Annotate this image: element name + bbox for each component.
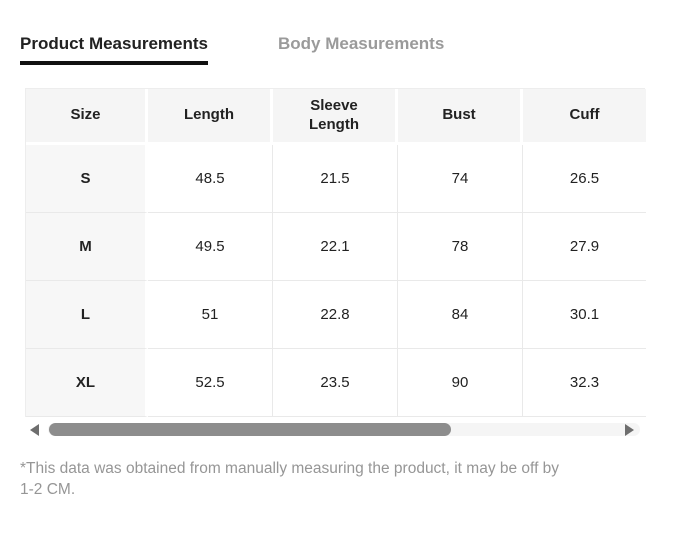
scrollbar-track[interactable]	[48, 423, 640, 436]
size-label-cell: M	[26, 213, 148, 281]
product-measurements-table: Size Length Sleeve Length Bust Cuff S 48…	[26, 89, 646, 417]
column-header-size: Size	[26, 89, 148, 145]
disclaimer-line-2: 1-2 CM.	[20, 481, 76, 498]
table-row: M 49.5 22.1 78 27.9	[26, 213, 646, 281]
column-header-cuff: Cuff	[523, 89, 646, 145]
sleeve-length-value-cell: 22.1	[273, 213, 398, 281]
tab-product-measurements[interactable]: Product Measurements	[20, 34, 208, 65]
scrollbar-thumb[interactable]	[49, 423, 451, 436]
cuff-value-cell: 27.9	[523, 213, 646, 281]
tab-body-measurements[interactable]: Body Measurements	[278, 34, 445, 53]
column-header-bust: Bust	[398, 89, 523, 145]
bust-value-cell: 78	[398, 213, 523, 281]
table-row: XL 52.5 23.5 90 32.3	[26, 349, 646, 417]
bust-value-cell: 90	[398, 349, 523, 417]
length-value-cell: 48.5	[148, 145, 273, 213]
measurement-disclaimer: *This data was obtained from manually me…	[20, 458, 680, 500]
column-header-sleeve-length: Sleeve Length	[273, 89, 398, 145]
measurement-tabs: Product Measurements Body Measurements	[20, 34, 700, 65]
size-label-cell: L	[26, 281, 148, 349]
length-value-cell: 51	[148, 281, 273, 349]
column-header-length: Length	[148, 89, 273, 145]
cuff-value-cell: 26.5	[523, 145, 646, 213]
scroll-right-arrow-icon[interactable]	[625, 423, 634, 436]
cuff-value-cell: 32.3	[523, 349, 646, 417]
length-value-cell: 52.5	[148, 349, 273, 417]
sleeve-length-value-cell: 23.5	[273, 349, 398, 417]
sleeve-length-value-cell: 22.8	[273, 281, 398, 349]
measurements-table-container: Size Length Sleeve Length Bust Cuff S 48…	[25, 88, 646, 417]
scroll-left-arrow-icon[interactable]	[30, 423, 39, 436]
horizontal-scrollbar	[25, 421, 640, 438]
length-value-cell: 49.5	[148, 213, 273, 281]
bust-value-cell: 74	[398, 145, 523, 213]
bust-value-cell: 84	[398, 281, 523, 349]
cuff-value-cell: 30.1	[523, 281, 646, 349]
size-label-cell: XL	[26, 349, 148, 417]
disclaimer-line-1: *This data was obtained from manually me…	[20, 460, 560, 477]
table-row: L 51 22.8 84 30.1	[26, 281, 646, 349]
sleeve-length-value-cell: 21.5	[273, 145, 398, 213]
size-label-cell: S	[26, 145, 148, 213]
table-row: S 48.5 21.5 74 26.5	[26, 145, 646, 213]
table-header-row: Size Length Sleeve Length Bust Cuff	[26, 89, 646, 145]
